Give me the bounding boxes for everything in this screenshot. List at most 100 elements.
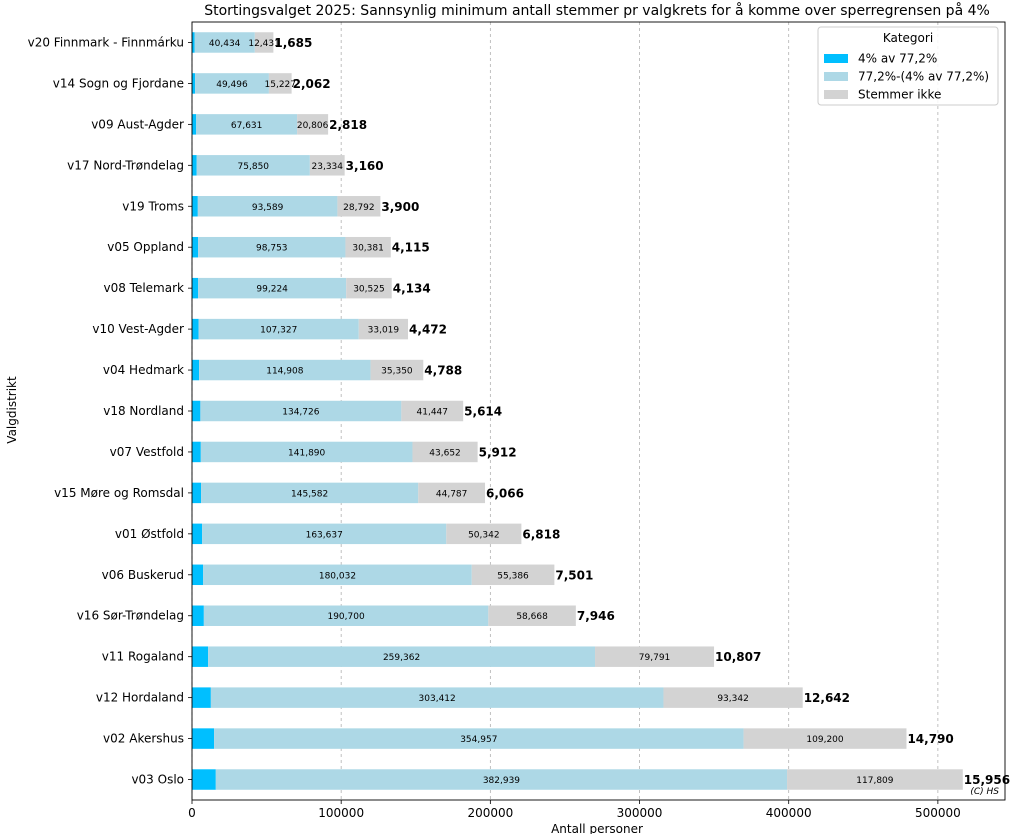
y-tick-label: v11 Rogaland	[102, 650, 184, 664]
bar-end-label: 5,614	[464, 405, 502, 419]
x-tick-label: 0	[188, 806, 196, 820]
bar-segment-series-3	[254, 32, 274, 53]
bar-segment-series-2	[199, 359, 371, 381]
x-tick-label: 300000	[617, 806, 663, 820]
bar-segment-series-3	[418, 482, 486, 504]
bar-end-label: 2,818	[329, 118, 367, 132]
segment-label-series-3: 23,334	[312, 162, 344, 172]
legend-box	[817, 26, 999, 106]
bar-segment-series-2	[194, 32, 255, 53]
bar-end-label: 4,134	[393, 282, 431, 296]
bar-end-label: 4,472	[409, 323, 447, 337]
segment-label-series-2: 98,753	[256, 244, 288, 254]
segment-label-series-3: 50,342	[468, 530, 500, 540]
legend-swatch-series-1	[824, 54, 848, 63]
bar-segment-series-2	[198, 318, 359, 340]
bar-segment-series-1	[192, 236, 199, 258]
bar-end-label: 6,818	[522, 527, 560, 541]
bar-segment-series-1	[192, 482, 202, 504]
segment-label-series-3: 30,381	[352, 244, 384, 254]
bar-segment-series-3	[345, 236, 391, 258]
axes-layer: 0 100000 200000 300000 400000 500000 v20 Finnm…	[28, 21, 1006, 820]
legend-label-series-2: 77,2%-(4% av 77,2%)	[858, 70, 989, 84]
bar-segment-series-3	[370, 359, 424, 381]
segment-label-series-3: 93,342	[717, 694, 749, 704]
bar-end-label: 3,900	[381, 200, 419, 214]
segment-label-series-2: 180,032	[319, 571, 356, 581]
y-axis-label: Valgdistrikt	[5, 376, 19, 444]
segment-label-series-3: 109,200	[806, 735, 843, 745]
bar-segment-series-1	[192, 728, 215, 749]
bar-segment-series-3	[337, 196, 381, 217]
bar-end-label: 6,066	[486, 486, 524, 500]
bar-segment-series-2	[203, 564, 472, 586]
segment-label-series-2: 259,362	[383, 653, 420, 663]
bar-segment-series-1	[192, 769, 216, 790]
bar-segment-series-3	[743, 728, 907, 749]
y-tick-label: v01 Østfold	[115, 527, 184, 541]
x-tick-label: 200000	[467, 806, 513, 820]
bar-segment-series-1	[192, 687, 211, 708]
bar-segment-series-1	[192, 523, 203, 545]
bar-end-label: 7,501	[555, 568, 593, 582]
segment-label-series-3: 41,447	[417, 408, 449, 418]
y-tick-label: v10 Vest-Agder	[92, 322, 184, 336]
segment-label-series-2: 145,582	[291, 489, 328, 499]
bar-segment-series-1	[192, 318, 199, 340]
bar-segment-series-2	[210, 687, 664, 708]
bar-end-label: 5,912	[479, 445, 517, 459]
bar-segment-series-3	[412, 441, 478, 463]
bar-end-label: 15,956	[964, 773, 1010, 787]
bar-segment-series-2	[198, 236, 346, 258]
y-tick-label: v03 Oslo	[131, 773, 184, 787]
bar-segment-series-1	[192, 400, 201, 422]
bar-segment-series-3	[787, 769, 963, 790]
bar-segment-series-1	[192, 277, 199, 299]
bar-segment-series-1	[192, 32, 195, 53]
y-tick-label: v14 Sogn og Fjordane	[53, 76, 184, 90]
segment-label-series-3: 15,227	[265, 80, 297, 90]
bar-segment-series-3	[471, 564, 555, 586]
segment-label-series-3: 30,525	[353, 285, 385, 295]
segment-label-series-2: 75,850	[238, 162, 270, 172]
y-tick-label: v06 Buskerud	[102, 568, 184, 582]
legend-swatch-series-3	[824, 90, 848, 99]
bar-segment-series-3	[446, 523, 522, 545]
bar-end-label: 2,062	[293, 77, 331, 91]
bar-segment-series-2	[200, 441, 413, 463]
segment-label-series-3: 55,386	[497, 571, 529, 581]
y-tick-label: v15 Møre og Romsdal	[54, 486, 184, 500]
bar-segment-series-1	[192, 359, 200, 381]
segment-label-series-2: 107,327	[260, 326, 297, 336]
plot-frame	[191, 21, 1006, 801]
segment-label-series-3: 33,019	[368, 326, 400, 336]
segment-label-series-3: 58,668	[516, 612, 548, 622]
y-tick-label: v08 Telemark	[103, 281, 184, 295]
bar-end-label: 12,642	[804, 691, 850, 705]
segment-label-series-3: 20,806	[297, 121, 329, 131]
segment-label-series-2: 354,957	[460, 735, 497, 745]
segment-label-series-2: 93,589	[252, 203, 284, 213]
segment-label-series-3: 12,431	[248, 39, 280, 49]
bar-segment-series-2	[196, 155, 310, 176]
x-tick-label: 100000	[318, 806, 364, 820]
x-tick-label: 400000	[766, 806, 812, 820]
bar-end-label: 10,807	[715, 650, 761, 664]
segment-label-series-2: 382,939	[483, 776, 520, 786]
legend-title: Kategori	[883, 31, 933, 45]
bar-segment-series-3	[488, 605, 576, 626]
y-tick-label: v07 Vestfold	[110, 445, 184, 459]
chart-title: Stortingsvalget 2025: Sannsynlig minimum…	[204, 2, 990, 19]
bar-segment-series-3	[309, 155, 345, 176]
x-axis-label: Antall personer	[551, 822, 643, 834]
bar-segment-series-2	[202, 523, 447, 545]
bar-segment-series-2	[195, 73, 269, 94]
bar-segment-series-3	[358, 318, 409, 340]
bar-segment-series-2	[196, 114, 298, 135]
y-tick-label: v05 Oppland	[107, 240, 184, 254]
bar-segment-series-3	[297, 114, 329, 135]
x-tick-label: 500000	[915, 806, 961, 820]
bar-segment-series-2	[214, 728, 744, 749]
bar-end-label: 1,685	[274, 36, 312, 50]
segment-label-series-3: 117,809	[856, 776, 893, 786]
